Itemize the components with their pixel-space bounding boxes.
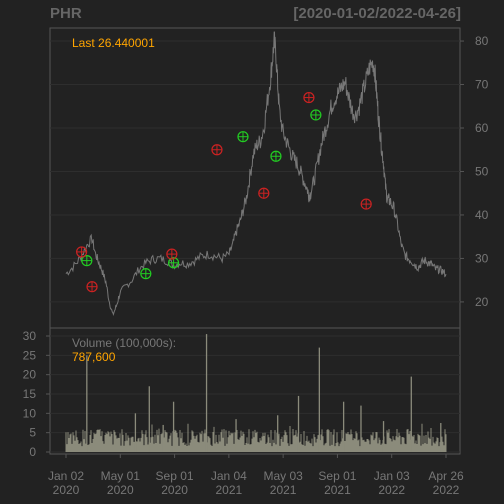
- sell-marker-icon: [166, 248, 178, 260]
- volume-label: Volume (100,000s):: [72, 336, 176, 350]
- volume-last-value: 787,600: [72, 350, 116, 364]
- last-price-label: Last 26.440001: [72, 36, 155, 50]
- volume-tick-label: 15: [23, 387, 37, 401]
- buy-marker-icon: [140, 268, 152, 280]
- price-tick-label: 70: [475, 78, 489, 92]
- volume-tick-label: 5: [29, 426, 36, 440]
- price-line: [65, 31, 447, 317]
- volume-tick-label: 20: [23, 368, 37, 382]
- price-panel-frame: [49, 27, 461, 329]
- price-tick-label: 80: [475, 34, 489, 48]
- x-tick-year: 2020: [161, 483, 188, 497]
- price-y-axis: 20 30 40 50 60 70 80: [460, 34, 489, 309]
- volume-panel-frame: [49, 327, 461, 455]
- x-tick-label: Sep 01: [318, 469, 356, 483]
- x-tick-label: Apr 26: [428, 469, 464, 483]
- volume-bars: [65, 334, 447, 452]
- price-tick-label: 50: [475, 164, 489, 178]
- x-tick-label: Jan 02: [48, 469, 84, 483]
- price-tick-label: 40: [475, 208, 489, 222]
- x-tick-label: Jan 03: [374, 469, 410, 483]
- x-tick-year: 2022: [378, 483, 405, 497]
- x-tick-year: 2021: [270, 483, 297, 497]
- x-tick-year: 2021: [324, 483, 351, 497]
- buy-marker-icon: [167, 257, 180, 269]
- volume-tick-label: 30: [23, 329, 37, 343]
- price-tick-label: 20: [475, 295, 489, 309]
- sell-marker-icon: [258, 187, 270, 199]
- sell-marker-icon: [76, 246, 88, 258]
- volume-y-axis: 0 5 10 15 20 25 30: [23, 329, 50, 459]
- x-tick-label: May 01: [101, 469, 141, 483]
- chart-symbol: PHR: [50, 5, 82, 22]
- buy-marker-icon: [270, 150, 282, 162]
- volume-tick-label: 0: [29, 445, 36, 459]
- trade-markers: [76, 91, 372, 293]
- volume-tick-label: 25: [23, 348, 37, 362]
- price-tick-label: 60: [475, 121, 489, 135]
- x-tick-label: May 03: [263, 469, 303, 483]
- x-tick-year: 2020: [107, 483, 134, 497]
- x-tick-label: Sep 01: [156, 469, 194, 483]
- price-tick-label: 30: [475, 251, 489, 265]
- x-tick-year: 2022: [433, 483, 460, 497]
- sell-marker-icon: [211, 144, 223, 156]
- x-tick-year: 2020: [53, 483, 80, 497]
- buy-marker-icon: [81, 255, 93, 267]
- sell-marker-icon: [86, 281, 98, 293]
- x-tick-year: 2021: [216, 483, 243, 497]
- chart-date-range: [2020-01-02/2022-04-26]: [293, 5, 461, 22]
- sell-marker-icon: [303, 91, 315, 104]
- volume-tick-label: 10: [23, 406, 37, 420]
- price-grid: [50, 40, 460, 303]
- buy-marker-icon: [237, 131, 249, 143]
- buy-marker-icon: [310, 109, 322, 121]
- x-tick-label: Jan 04: [211, 469, 247, 483]
- sell-marker-icon: [360, 198, 372, 210]
